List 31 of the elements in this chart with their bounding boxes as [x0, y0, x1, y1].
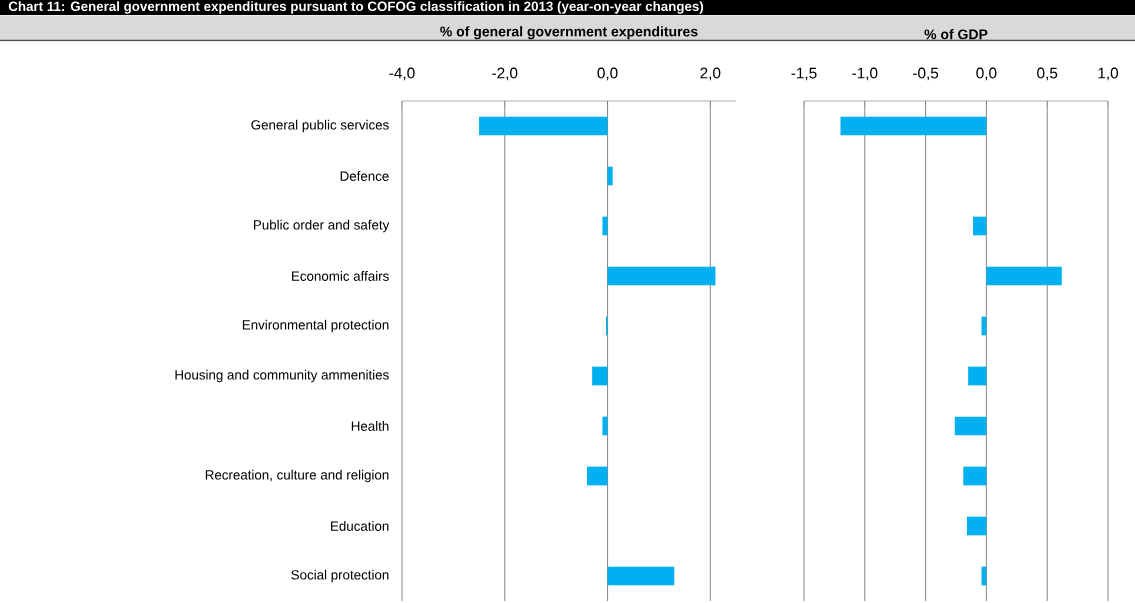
bar: [479, 116, 608, 136]
x-tick-label: -2,0: [492, 67, 518, 81]
y-tick-label: Social protection: [291, 569, 389, 583]
x-tick-label: -0,5: [913, 67, 939, 81]
bar: [602, 416, 608, 436]
chart-title: Chart 11: General government expenditures pursuant to COFOG classification in 2013 (year-on-year changes): [8, 1, 704, 14]
y-tick-label: Education: [331, 521, 389, 531]
y-tick-label: Public order and safety: [254, 219, 390, 233]
y-tick-label: General public services: [251, 119, 389, 133]
chart-subtitle: % of GDP: [924, 29, 988, 40]
x-tick-label: 0,0: [597, 67, 618, 81]
bar: [586, 466, 608, 486]
x-tick-label: -1,0: [852, 67, 878, 81]
y-tick-label: Defence: [340, 171, 389, 181]
x-tick-label: 0,0: [976, 67, 997, 81]
x-tick-label: -4,0: [389, 67, 415, 81]
bar: [607, 566, 675, 586]
bar: [607, 166, 613, 186]
y-tick-label: Health: [351, 421, 389, 431]
y-tick-label: Economic affairs: [292, 271, 389, 281]
x-tick-label: 2,0: [700, 67, 721, 81]
chart-subtitle: % of general government expenditures: [440, 26, 698, 40]
x-tick-label: 0,5: [1037, 67, 1058, 81]
x-tick-label: 1,0: [1098, 67, 1119, 81]
bar: [592, 366, 608, 386]
y-tick-label: Environmental protection: [242, 319, 389, 333]
bar: [607, 266, 716, 286]
bar: [602, 216, 608, 236]
y-tick-label: Housing and community ammenities: [175, 369, 389, 383]
x-tick-label: -1,5: [791, 67, 817, 81]
y-tick-label: Recreation, culture and religion: [205, 469, 389, 483]
